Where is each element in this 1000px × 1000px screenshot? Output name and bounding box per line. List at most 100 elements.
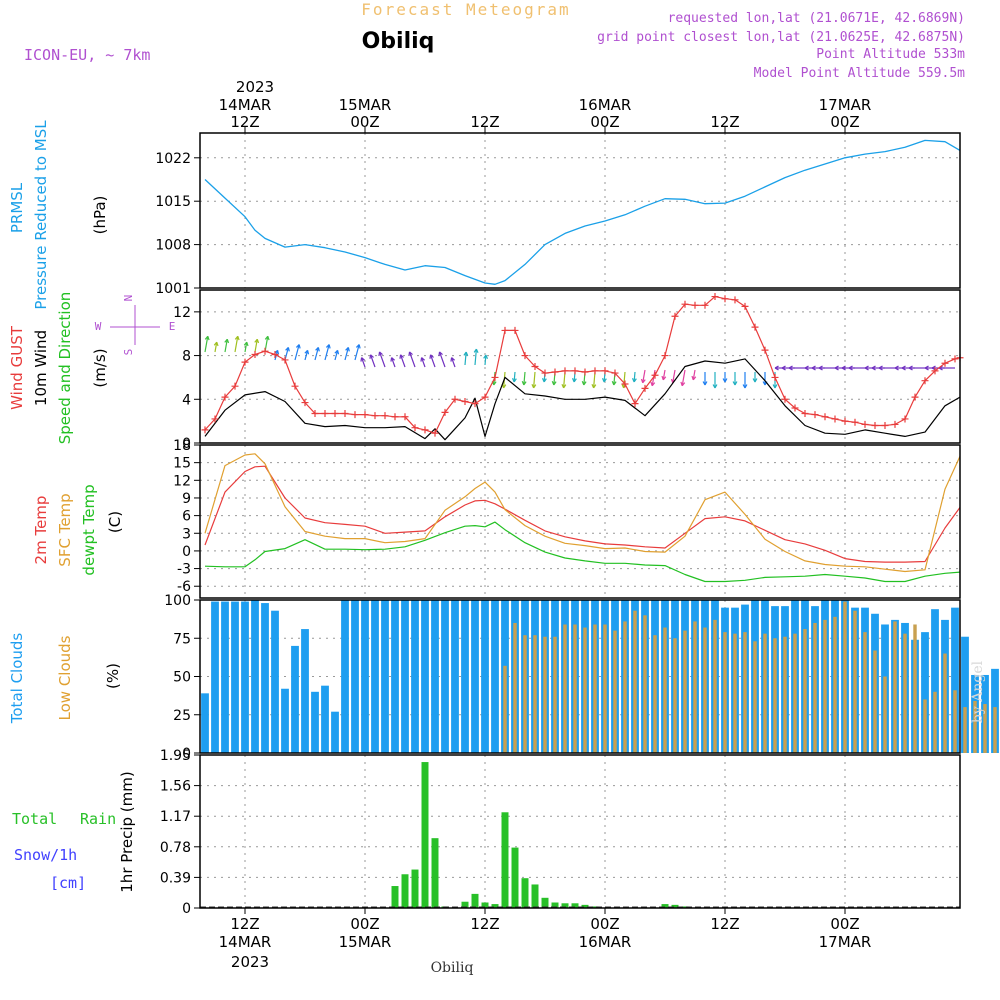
top-hour-label: 00Z (350, 113, 379, 131)
gust-marker (511, 326, 519, 334)
wind-arrow-head (818, 365, 823, 371)
wind-arrow-head (924, 365, 929, 371)
gust-marker (751, 323, 759, 331)
wind-dir-label: Speed and Direction (56, 292, 74, 445)
wind-arrow-head (483, 354, 489, 359)
gust-marker (441, 408, 449, 416)
rain-bar (511, 847, 519, 908)
wind-arrow-head (841, 365, 846, 371)
rain-bar (521, 878, 529, 908)
gust-marker (431, 429, 439, 437)
total-cloud-bar (311, 691, 319, 753)
total-cloud-bar (241, 601, 249, 753)
rain-bar (551, 902, 559, 908)
low-cloud-bar (743, 632, 747, 753)
low-cloud-bar (573, 624, 577, 753)
low-cloud-bar (763, 633, 767, 753)
bottom-hour-label: 00Z (830, 915, 859, 933)
compass-s-label: S (122, 349, 135, 356)
top-year-label: 2023 (236, 78, 274, 96)
total-cloud-bar (271, 610, 279, 753)
gust-marker (521, 352, 529, 360)
gust-marker (841, 417, 849, 425)
low-cloud-bar (823, 619, 827, 753)
wind-arrow (408, 351, 416, 368)
wind-arrow (451, 357, 456, 368)
clouds-unit-label: (%) (104, 663, 122, 689)
wind-arrow-head (355, 344, 361, 349)
low-cloud-bar (623, 621, 627, 753)
low-cloud-bar (563, 624, 567, 753)
wind-arrow-head (511, 378, 517, 383)
gust-marker (321, 409, 329, 417)
low-cloud-bar (913, 624, 917, 753)
wind-arrow (399, 354, 406, 368)
low-cloud-bar (903, 633, 907, 753)
low-cloud-bar (543, 636, 547, 753)
total-cloud-bar (371, 600, 379, 753)
gust-marker (261, 347, 269, 355)
panel-background (200, 133, 960, 288)
top-date-label: 17MAR (819, 96, 872, 114)
wind-arrow (361, 357, 366, 368)
wind-arrow (378, 351, 386, 368)
low-cloud-bar (533, 635, 537, 753)
precip-unit-label: 1hr Precip (mm) (118, 771, 136, 892)
requested-coords: requested lon,lat (21.0671E, 42.6869N) (668, 11, 965, 26)
top-hour-label: 12Z (470, 113, 499, 131)
wind-arrow-head (712, 384, 718, 389)
gust-marker (551, 368, 559, 376)
gust-marker (341, 409, 349, 417)
dewpt-line (204, 521, 961, 583)
gust-marker (731, 296, 739, 304)
total-cloud-bar (481, 600, 489, 753)
wind-arrow (214, 342, 218, 353)
wind-arrow-head (561, 384, 567, 389)
wind-arrow-head (304, 349, 310, 355)
panels: 100110081015102204812-6-3036912151802550… (155, 132, 999, 917)
gust-marker (451, 395, 459, 403)
gust-marker (481, 393, 489, 401)
wind-arrow-head (811, 365, 816, 371)
total-cloud-bar (331, 711, 339, 753)
total-cloud-bar (421, 600, 429, 753)
gust-marker (201, 426, 209, 434)
rain-bar (671, 904, 679, 908)
bottom-hour-label: 12Z (230, 915, 259, 933)
gust-marker (561, 367, 569, 375)
gust-marker (571, 367, 579, 375)
total-cloud-bar (461, 600, 469, 753)
y-tick-label: 1001 (155, 281, 191, 297)
gust-marker (371, 412, 379, 420)
total-cloud-bar (341, 600, 349, 753)
y-tick-label: 0 (182, 746, 191, 762)
top-hour-label: 00Z (830, 113, 859, 131)
pressure-msl-label: Pressure Reduced to MSL (32, 120, 50, 310)
total-cloud-bar (261, 603, 269, 753)
gust-marker (651, 371, 659, 379)
low-cloud-bar (613, 630, 617, 753)
wind-arrow-head (601, 378, 607, 383)
gust-marker (271, 350, 279, 358)
gust-marker (581, 368, 589, 376)
gust-marker (741, 302, 749, 310)
y-tick-label: 3 (182, 526, 191, 542)
low-cloud-bar (693, 621, 697, 753)
gust-marker (211, 415, 219, 423)
rain-bar (531, 884, 539, 908)
wind-arrow-head (680, 381, 686, 387)
wind-arrow-head (334, 349, 340, 355)
gust-marker (601, 367, 609, 375)
wind-arrow (438, 351, 446, 368)
low-cloud-bar (703, 627, 707, 753)
wind-arrow-head (661, 375, 667, 381)
y-tick-label: 1.56 (160, 779, 191, 795)
panel-border (199, 599, 961, 754)
wind-arrow-head (848, 365, 853, 371)
wind-arrow (294, 344, 300, 361)
gust-marker (311, 409, 319, 417)
low-cloud-bar (663, 627, 667, 753)
gust-marker (901, 415, 909, 423)
low-cloud-bar (603, 624, 607, 753)
gust-marker (711, 293, 719, 301)
